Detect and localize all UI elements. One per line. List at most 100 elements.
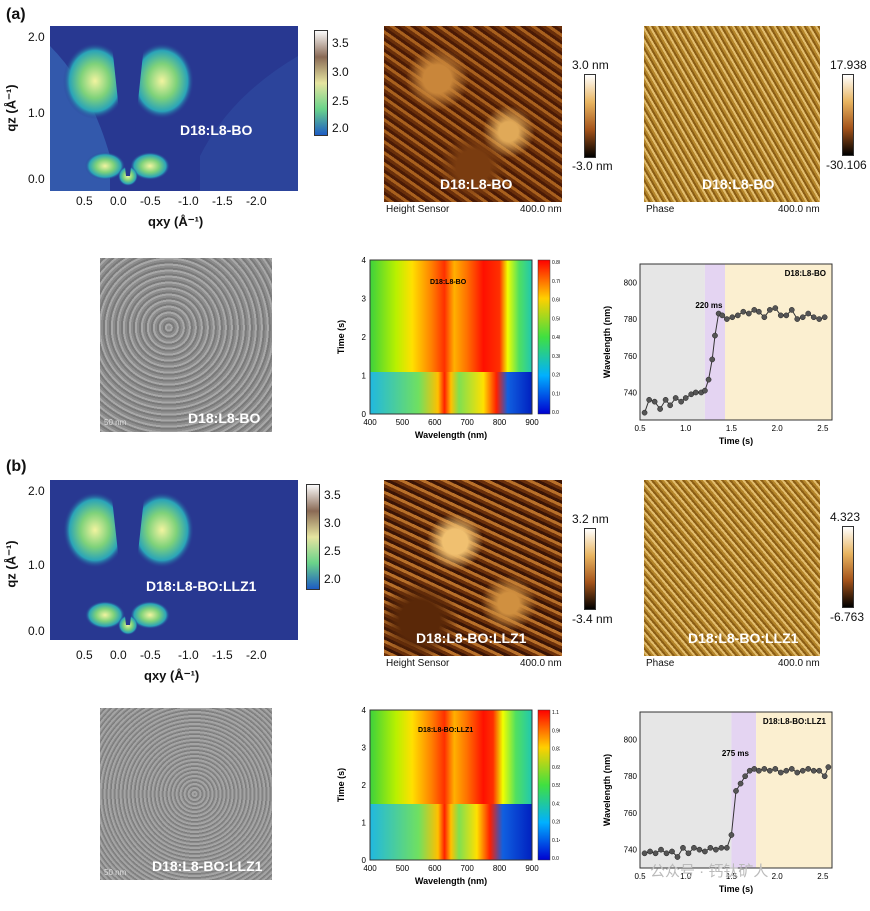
line-point-a-2 bbox=[651, 398, 658, 405]
heatmap-cbar-tick-a-8: 0.0 bbox=[552, 410, 559, 416]
afm-phase-label-b: D18:L8-BO:LLZ1 bbox=[688, 630, 799, 646]
line-ylabel-a: Wavelength (nm) bbox=[602, 306, 612, 378]
afm-height-scale-b: 400.0 nm bbox=[520, 658, 562, 669]
line-point-a-3 bbox=[657, 406, 663, 412]
line-point-a-14 bbox=[709, 356, 716, 363]
afm-height-label-b: D18:L8-BO:LLZ1 bbox=[416, 630, 527, 646]
heatmap-xtick-a-5: 900 bbox=[525, 418, 539, 427]
line-point-a-1 bbox=[646, 396, 652, 403]
line-point-b-25 bbox=[772, 766, 779, 772]
line-ytick-a-3: 800 bbox=[624, 278, 638, 287]
gixd-xtick-a-0: 0.5 bbox=[76, 194, 93, 208]
line-xtick-b-3: 2.0 bbox=[772, 872, 784, 881]
gixd-ytick-b-1: 1.0 bbox=[28, 558, 45, 572]
line-point-b-14 bbox=[718, 844, 725, 851]
afm-height-bottom-a: -3.0 nm bbox=[572, 159, 613, 173]
line-xtick-b-4: 2.5 bbox=[817, 872, 829, 881]
gixd-colorbar-b bbox=[306, 484, 320, 590]
afm-phase-image-a: D18:L8-BO bbox=[644, 26, 820, 202]
heatmap-ytick-a-1: 1 bbox=[362, 372, 367, 381]
afm-height-image-a: D18:L8-BO bbox=[384, 26, 562, 202]
heatmap-cbar-tick-b-5: 0.41 bbox=[552, 801, 560, 807]
line-point-a-18 bbox=[724, 316, 730, 322]
line-point-a-5 bbox=[667, 402, 674, 409]
heatmap-colorbar-b bbox=[537, 709, 551, 861]
gixd-ytick-b-2: 0.0 bbox=[28, 624, 45, 638]
line-point-b-3 bbox=[658, 846, 664, 853]
line-point-b-15 bbox=[724, 844, 730, 851]
afm-height-top-b: 3.2 nm bbox=[572, 512, 609, 526]
heatmap-ytick-a-2: 2 bbox=[362, 333, 367, 342]
afm-phase-top-b: 4.323 bbox=[830, 510, 861, 524]
heatmap-cbar-tick-a-3: 0.50 bbox=[552, 316, 560, 322]
afm-phase-bottom-b: -6.763 bbox=[830, 610, 865, 624]
line-point-b-19 bbox=[742, 773, 748, 780]
heatmap-xtick-a-1: 500 bbox=[396, 418, 410, 427]
line-point-a-20 bbox=[734, 312, 741, 319]
heatmap-xtick-a-2: 600 bbox=[428, 418, 442, 427]
line-ytick-a-1: 760 bbox=[624, 352, 638, 361]
panel-label-b: (b) bbox=[6, 458, 27, 475]
line-region-a-2 bbox=[725, 264, 832, 420]
line-point-b-35 bbox=[825, 764, 832, 770]
heatmap-ytick-a-3: 3 bbox=[362, 295, 367, 304]
heatmap-xtick-a-4: 800 bbox=[493, 418, 507, 427]
line-title-b: D18:L8-BO:LLZ1 bbox=[763, 717, 827, 726]
line-ytick-a-2: 780 bbox=[624, 315, 638, 324]
afm-height-image-b: D18:L8-BO:LLZ1 bbox=[384, 480, 562, 656]
heatmap-cbar-tick-a-0: 0.80 bbox=[552, 260, 560, 266]
heatmap-ytick-b-0: 0 bbox=[362, 856, 367, 865]
gixd-cbar-tick-b-1: 3.0 bbox=[324, 516, 341, 530]
line-point-b-17 bbox=[733, 788, 739, 794]
line-region-a-0 bbox=[640, 264, 705, 420]
line-point-a-6 bbox=[672, 395, 679, 401]
line-point-a-10 bbox=[692, 389, 699, 396]
line-point-a-34 bbox=[810, 314, 817, 321]
heatmap-bottom-region-b bbox=[370, 804, 532, 860]
line-point-a-31 bbox=[794, 316, 801, 322]
line-point-b-34 bbox=[821, 773, 828, 780]
gixd-ytick-b-0: 2.0 bbox=[28, 484, 45, 498]
gixd-xtick-b-2: -0.5 bbox=[140, 648, 161, 662]
heatmap-ylabel-a: Time (s) bbox=[336, 320, 346, 354]
line-point-b-11 bbox=[702, 848, 708, 855]
heatmap-title-b: D18:L8-BO:LLZ1 bbox=[418, 727, 473, 734]
gixd-cbar-tick-a-0: 3.5 bbox=[332, 36, 349, 50]
heatmap-cbar-tick-a-4: 0.40 bbox=[552, 335, 560, 341]
line-point-a-33 bbox=[805, 310, 812, 317]
line-point-a-24 bbox=[756, 308, 762, 315]
line-xlabel-b: Time (s) bbox=[719, 884, 753, 894]
line-point-a-4 bbox=[662, 396, 669, 403]
heatmap-b: D18:L8-BO:LLZ1 400 500 600 700 800 900 0 1 2 3 4 1.… bbox=[330, 700, 562, 906]
afm-height-mode-a: Height Sensor bbox=[386, 204, 450, 215]
heatmap-xtick-b-4: 800 bbox=[493, 864, 507, 873]
line-ytick-b-0: 740 bbox=[624, 846, 638, 855]
line-point-b-0 bbox=[641, 850, 648, 857]
gixd-xtick-a-3: -1.0 bbox=[178, 194, 199, 208]
gixd-colorbar-a bbox=[314, 30, 328, 136]
line-xtick-b-1: 1.0 bbox=[680, 872, 692, 881]
gixd-xtick-b-4: -1.5 bbox=[212, 648, 233, 662]
gixd-image-a: D18:L8-BO bbox=[50, 26, 298, 191]
line-point-b-32 bbox=[810, 767, 817, 774]
heatmap-ytick-b-4: 4 bbox=[362, 706, 367, 715]
line-xtick-a-1: 1.0 bbox=[680, 424, 692, 433]
line-region-a-1 bbox=[704, 264, 726, 420]
line-chart-b: 0.5 1.0 1.5 2.0 2.5 740 760 780 800 Time (s) Wavel… bbox=[598, 704, 840, 900]
line-svg-a: 0.5 1.0 1.5 2.0 2.5 740 760 780 800 Time (s) Wavel… bbox=[602, 263, 833, 446]
heatmap-xtick-b-1: 500 bbox=[396, 864, 410, 873]
line-point-a-0 bbox=[641, 409, 648, 416]
heatmap-xtick-b-2: 600 bbox=[428, 864, 442, 873]
heatmap-svg-b: D18:L8-BO:LLZ1 400 500 600 700 800 900 0 1 2 3 4 1.… bbox=[336, 706, 562, 886]
tem-scalebar-b: 50 nm bbox=[104, 868, 127, 877]
line-xtick-b-2: 1.5 bbox=[726, 872, 738, 881]
heatmap-xtick-a-0: 400 bbox=[363, 418, 377, 427]
line-point-b-12 bbox=[707, 844, 714, 851]
afm-phase-label-a: D18:L8-BO bbox=[702, 176, 775, 192]
heatmap-xlabel-a: Wavelength (nm) bbox=[415, 430, 487, 440]
line-point-b-23 bbox=[761, 766, 768, 772]
afm-height-colorbar-b bbox=[584, 528, 596, 610]
afm-phase-image-b: D18:L8-BO:LLZ1 bbox=[644, 480, 820, 656]
gixd-cbar-tick-b-3: 2.0 bbox=[324, 572, 341, 586]
gixd-xtick-a-2: -0.5 bbox=[140, 194, 161, 208]
